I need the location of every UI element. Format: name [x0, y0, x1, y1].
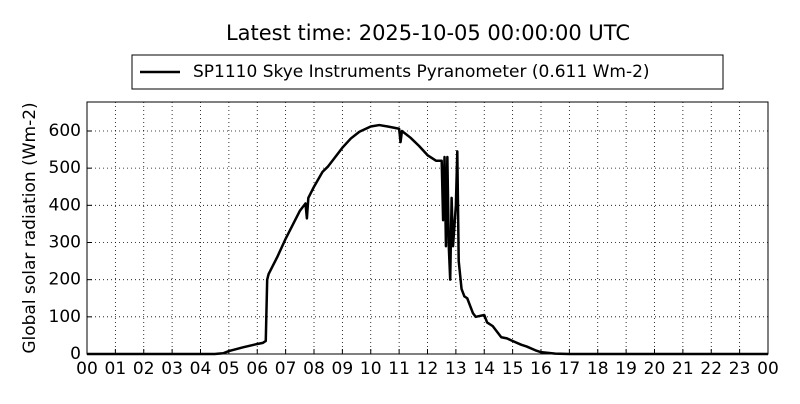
x-tick-label: 01	[105, 359, 127, 379]
y-tick-label: 200	[49, 270, 81, 290]
x-tick-label: 18	[587, 359, 609, 379]
x-tick-label: 16	[530, 359, 552, 379]
x-tick-label: 22	[700, 359, 722, 379]
x-tick-label: 07	[275, 359, 297, 379]
y-tick-label: 100	[49, 307, 81, 327]
x-tick-label: 12	[417, 359, 439, 379]
x-tick-label: 09	[332, 359, 354, 379]
y-tick-label: 400	[49, 195, 81, 215]
x-tick-label: 10	[360, 359, 382, 379]
x-tick-label: 15	[502, 359, 524, 379]
x-tick-label: 19	[615, 359, 637, 379]
x-tick-label: 11	[388, 359, 410, 379]
x-tick-label: 17	[559, 359, 581, 379]
x-tick-label: 04	[190, 359, 212, 379]
x-tick-label: 03	[161, 359, 183, 379]
x-tick-label: 02	[133, 359, 155, 379]
y-axis-label: Global solar radiation (Wm-2)	[20, 102, 40, 353]
x-tick-label: 00	[76, 359, 98, 379]
x-tick-label: 13	[445, 359, 467, 379]
legend-label: SP1110 Skye Instruments Pyranometer (0.6…	[193, 62, 650, 82]
x-tick-label: 23	[729, 359, 751, 379]
y-tick-label: 300	[49, 232, 81, 252]
plot-frame	[86, 101, 769, 355]
x-tick-label: 06	[246, 359, 268, 379]
x-tick-label: 08	[303, 359, 325, 379]
x-tick-label: 20	[644, 359, 666, 379]
x-tick-label: 14	[473, 359, 495, 379]
x-tick-label: 21	[672, 359, 694, 379]
legend	[131, 54, 724, 90]
x-tick-label: 00	[757, 359, 779, 379]
y-tick-label: 600	[49, 121, 81, 141]
y-tick-label: 0	[70, 344, 81, 364]
chart-title: Latest time: 2025-10-05 00:00:00 UTC	[226, 21, 630, 45]
data-line	[87, 123, 768, 356]
x-tick-label: 05	[218, 359, 240, 379]
y-tick-label: 500	[49, 158, 81, 178]
